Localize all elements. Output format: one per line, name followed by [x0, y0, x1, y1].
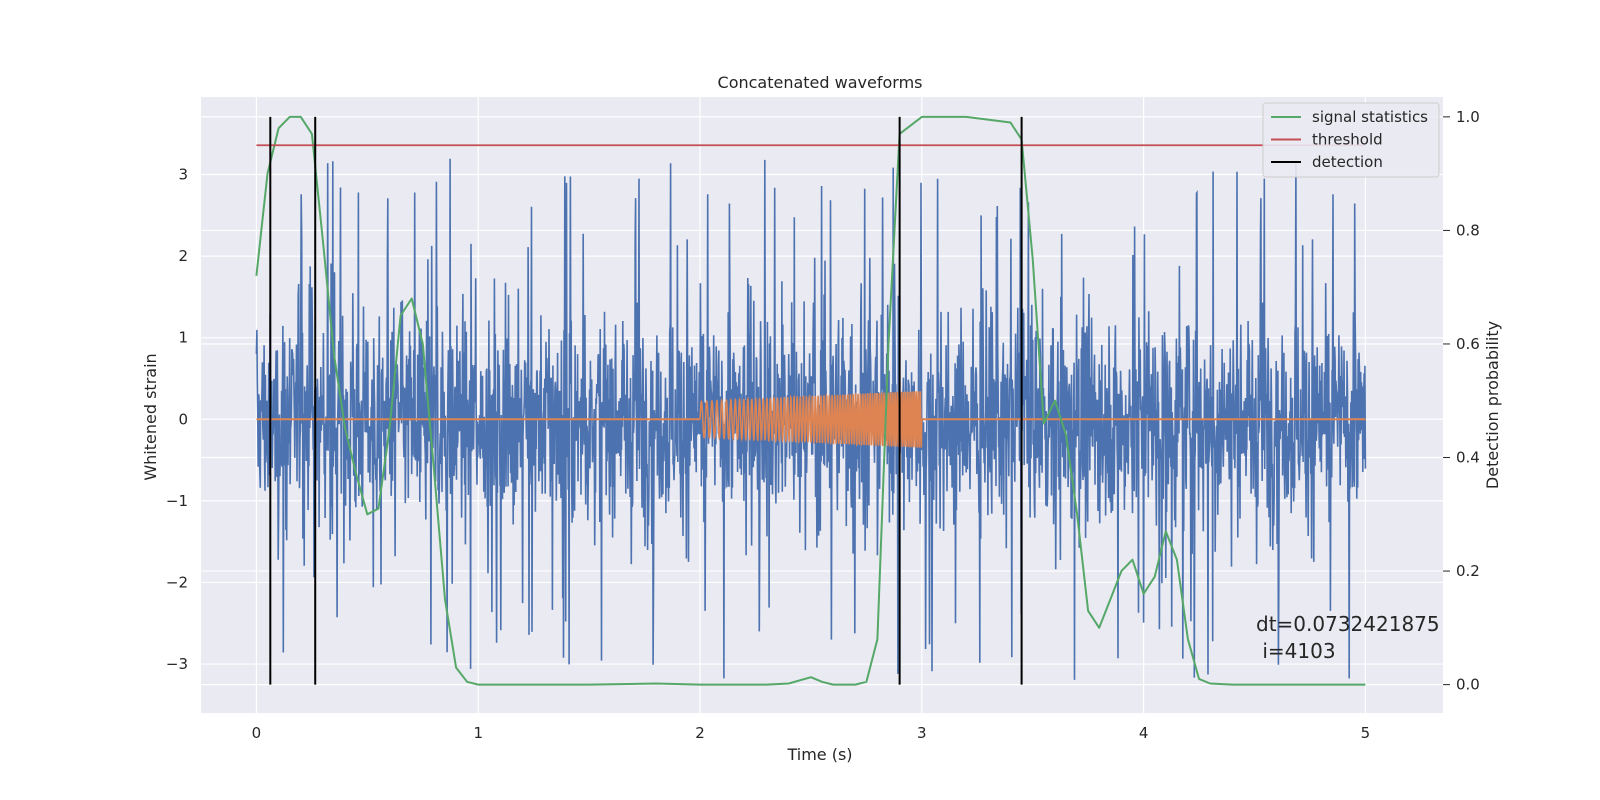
legend-label: signal statistics: [1312, 108, 1428, 126]
y-tick-label: −3: [166, 655, 188, 673]
x-tick-label: 4: [1139, 724, 1149, 742]
x-tick-label: 1: [473, 724, 483, 742]
y-tick-label: 3: [178, 166, 188, 184]
y-tick-label: −1: [166, 492, 188, 510]
y-tick-label: −2: [166, 573, 188, 591]
y2-tick-label: 0.2: [1456, 562, 1480, 580]
y-tick-label: 1: [178, 329, 188, 347]
x-tick-label: 2: [695, 724, 705, 742]
y2-tick-label: 0.6: [1456, 335, 1480, 353]
x-tick-label: 3: [917, 724, 927, 742]
y2-tick-label: 0.4: [1456, 449, 1480, 467]
y-tick-label: 0: [178, 410, 188, 428]
y2-tick-label: 0.8: [1456, 221, 1480, 239]
chart-title: Concatenated waveforms: [718, 73, 923, 92]
x-tick-label: 5: [1361, 724, 1371, 742]
series-noise-line: [255, 158, 1367, 680]
annotation-text: dt=0.0732421875: [1256, 612, 1440, 636]
y-axis-label: Whitened strain: [141, 353, 160, 480]
legend-label: threshold: [1312, 131, 1383, 149]
series-signal-statistics: [255, 115, 1366, 686]
y2-tick-label: 1.0: [1456, 108, 1480, 126]
x-tick-label: 0: [252, 724, 262, 742]
x-axis-label: Time (s): [786, 745, 852, 764]
y-tick-label: 2: [178, 247, 188, 265]
y2-tick-label: 0.0: [1456, 676, 1480, 694]
y2-axis-label: Detection probability: [1483, 321, 1502, 489]
legend-label: detection: [1312, 153, 1383, 171]
annotation-text: i=4103: [1256, 639, 1336, 663]
legend-box: [1262, 102, 1440, 178]
